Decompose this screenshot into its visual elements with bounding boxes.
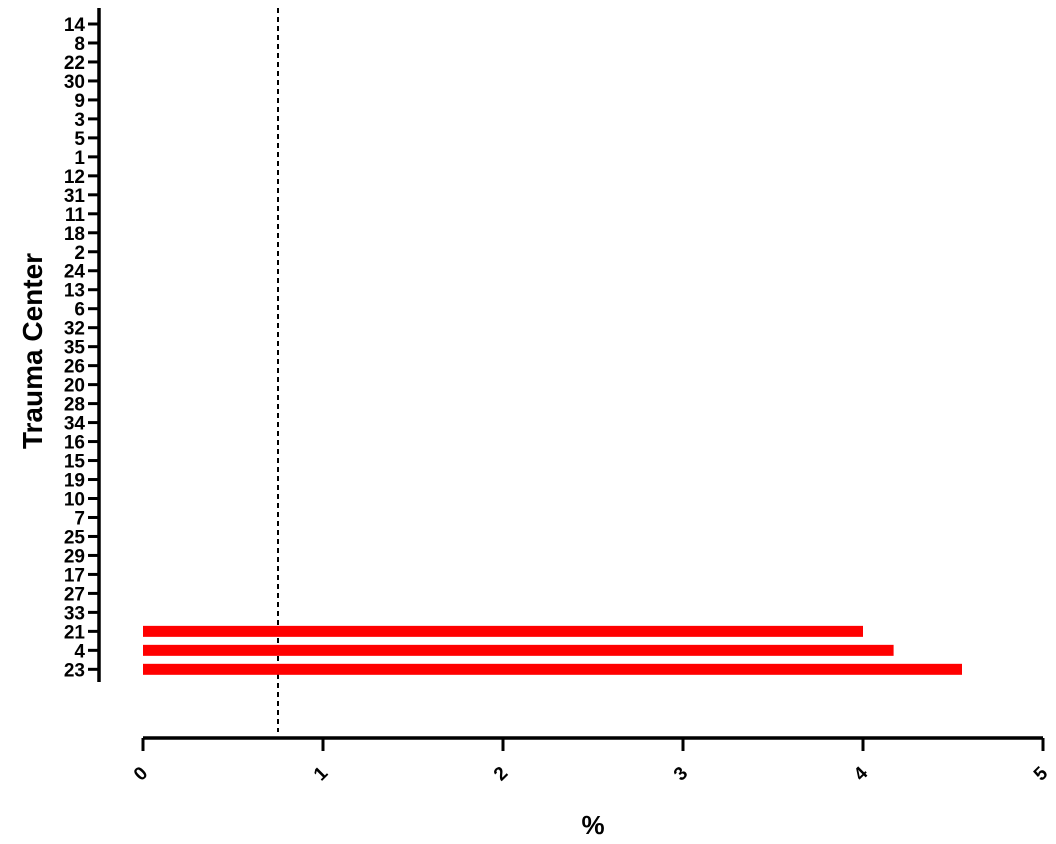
bar-center-21	[143, 625, 863, 637]
x-axis-title: %	[581, 810, 604, 840]
y-tick-label: 24	[64, 262, 86, 283]
y-tick-label: 23	[64, 660, 85, 681]
bar-center-4	[143, 644, 894, 656]
x-tick-label: 3	[670, 763, 692, 785]
y-tick-label: 35	[64, 338, 86, 359]
x-tick-label: 4	[850, 763, 873, 786]
y-tick-label: 17	[64, 565, 85, 586]
x-tick-label: 1	[310, 763, 333, 786]
y-tick-label: 9	[74, 91, 85, 112]
y-tick-label: 28	[64, 395, 85, 416]
x-tick-label: 0	[130, 763, 152, 785]
y-tick-label: 5	[74, 129, 85, 150]
y-tick-label: 22	[64, 53, 85, 74]
bar-center-23	[143, 663, 962, 675]
y-tick-label: 8	[74, 34, 85, 55]
y-tick-label: 2	[74, 243, 85, 264]
y-tick-label: 27	[64, 584, 85, 605]
y-tick-label: 30	[64, 72, 85, 93]
y-tick-label: 15	[64, 452, 86, 473]
y-tick-label: 13	[64, 281, 85, 302]
y-tick-label: 20	[64, 376, 85, 397]
y-tick-label: 18	[64, 224, 85, 245]
y-tick-label: 21	[64, 622, 86, 643]
y-tick-label: 1	[74, 148, 85, 169]
y-tick-label: 25	[64, 527, 86, 548]
y-tick-label: 19	[64, 471, 85, 492]
y-tick-label: 14	[64, 15, 86, 36]
y-tick-label: 11	[65, 205, 86, 226]
y-tick-label: 26	[64, 357, 85, 378]
y-tick-label: 3	[74, 110, 85, 131]
y-tick-label: 31	[64, 186, 86, 207]
y-axis-title: Trauma Center	[17, 253, 48, 449]
y-tick-label: 4	[74, 641, 85, 662]
y-tick-label: 10	[64, 490, 85, 511]
y-tick-label: 32	[64, 319, 85, 340]
y-tick-label: 12	[64, 167, 85, 188]
y-tick-label: 29	[64, 546, 85, 567]
y-tick-label: 34	[64, 414, 86, 435]
y-tick-label: 33	[64, 603, 85, 624]
y-tick-label: 6	[74, 300, 85, 321]
y-tick-label: 7	[74, 508, 85, 529]
x-tick-label: 2	[490, 763, 512, 785]
x-tick-label: 5	[1030, 763, 1053, 786]
y-tick-label: 16	[64, 433, 85, 454]
